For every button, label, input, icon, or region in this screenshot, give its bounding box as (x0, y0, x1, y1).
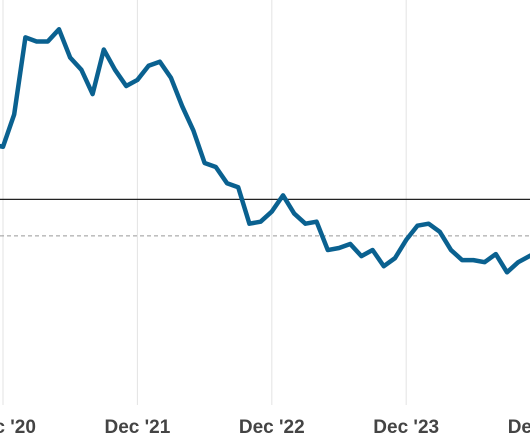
x-tick-label-2: Dec '22 (239, 417, 305, 438)
series-line-0 (0, 27, 530, 275)
grid-layer (2, 0, 407, 405)
x-tick-label-3: Dec '23 (373, 417, 439, 438)
x-tick-label-1: Dec '21 (105, 417, 171, 438)
x-tick-label-4: Dec '24 (508, 417, 530, 438)
series-layer (0, 27, 530, 275)
x-tick-label-0: Dec '20 (0, 417, 36, 438)
x-axis-ticks: Dec '20 Dec '21 Dec '22 Dec '23 Dec '24 (0, 417, 530, 438)
